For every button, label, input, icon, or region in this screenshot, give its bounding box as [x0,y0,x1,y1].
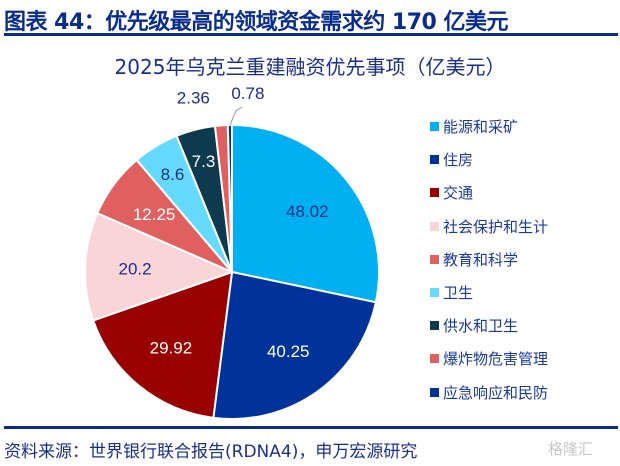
legend-swatch [430,188,439,198]
legend-swatch [430,288,439,298]
legend-swatch [430,122,439,132]
legend-swatch [430,387,439,397]
pie-slice [84,211,235,322]
data-label: 20.2 [119,259,152,278]
data-label: 48.02 [286,202,329,221]
legend-swatch [430,155,439,165]
legend-item: 能源和采矿 [430,110,548,143]
legend-label: 供水和卫生 [443,317,519,336]
legend-label: 卫生 [443,284,474,303]
leader-line [229,106,243,126]
legend-label: 爆炸物危害管理 [443,350,549,369]
legend-item: 供水和卫生 [430,309,548,342]
legend-swatch [430,321,439,331]
data-label: 12.25 [133,205,176,224]
watermark: 格隆汇 [548,440,594,458]
data-label: 40.25 [267,342,310,361]
legend-item: 住房 [430,143,548,176]
legend-swatch [430,354,439,364]
data-label: 8.6 [161,165,185,184]
data-label: 7.3 [192,152,216,171]
chart-title: 2025年乌克兰重建融资优先事项（亿美元） [114,55,506,79]
legend-item: 卫生 [430,276,548,309]
legend-swatch [430,221,439,231]
source-note: 资料来源：世界银行联合报告(RDNA4)，申万宏源研究 [4,442,418,462]
legend-label: 交通 [443,184,474,203]
legend-item: 社会保护和生计 [430,210,548,243]
data-label: 2.36 [177,88,210,107]
legend-item: 交通 [430,176,548,209]
figure-title: 图表 44：优先级最高的领域资金需求约 170 亿美元 [4,10,509,35]
legend-item: 教育和科学 [430,243,548,276]
title-rule [4,33,618,36]
legend-label: 能源和采矿 [443,118,519,137]
legend-label: 教育和科学 [443,250,519,269]
legend: 能源和采矿住房交通社会保护和生计 教育和科学卫生供水和卫生爆炸物危害管理 应急响应和… [430,110,548,409]
legend-swatch [430,254,439,264]
legend-item: 应急响应和民防 [430,376,548,409]
data-label: 0.78 [231,84,264,103]
legend-label: 住房 [443,151,474,170]
pie-slice [212,270,378,420]
legend-label: 应急响应和民防 [443,383,549,402]
legend-item: 爆炸物危害管理 [430,342,548,375]
pie-slice [231,123,380,304]
footer-rule [4,426,618,429]
legend-label: 社会保护和生计 [443,217,549,236]
data-label: 29.92 [150,338,193,357]
